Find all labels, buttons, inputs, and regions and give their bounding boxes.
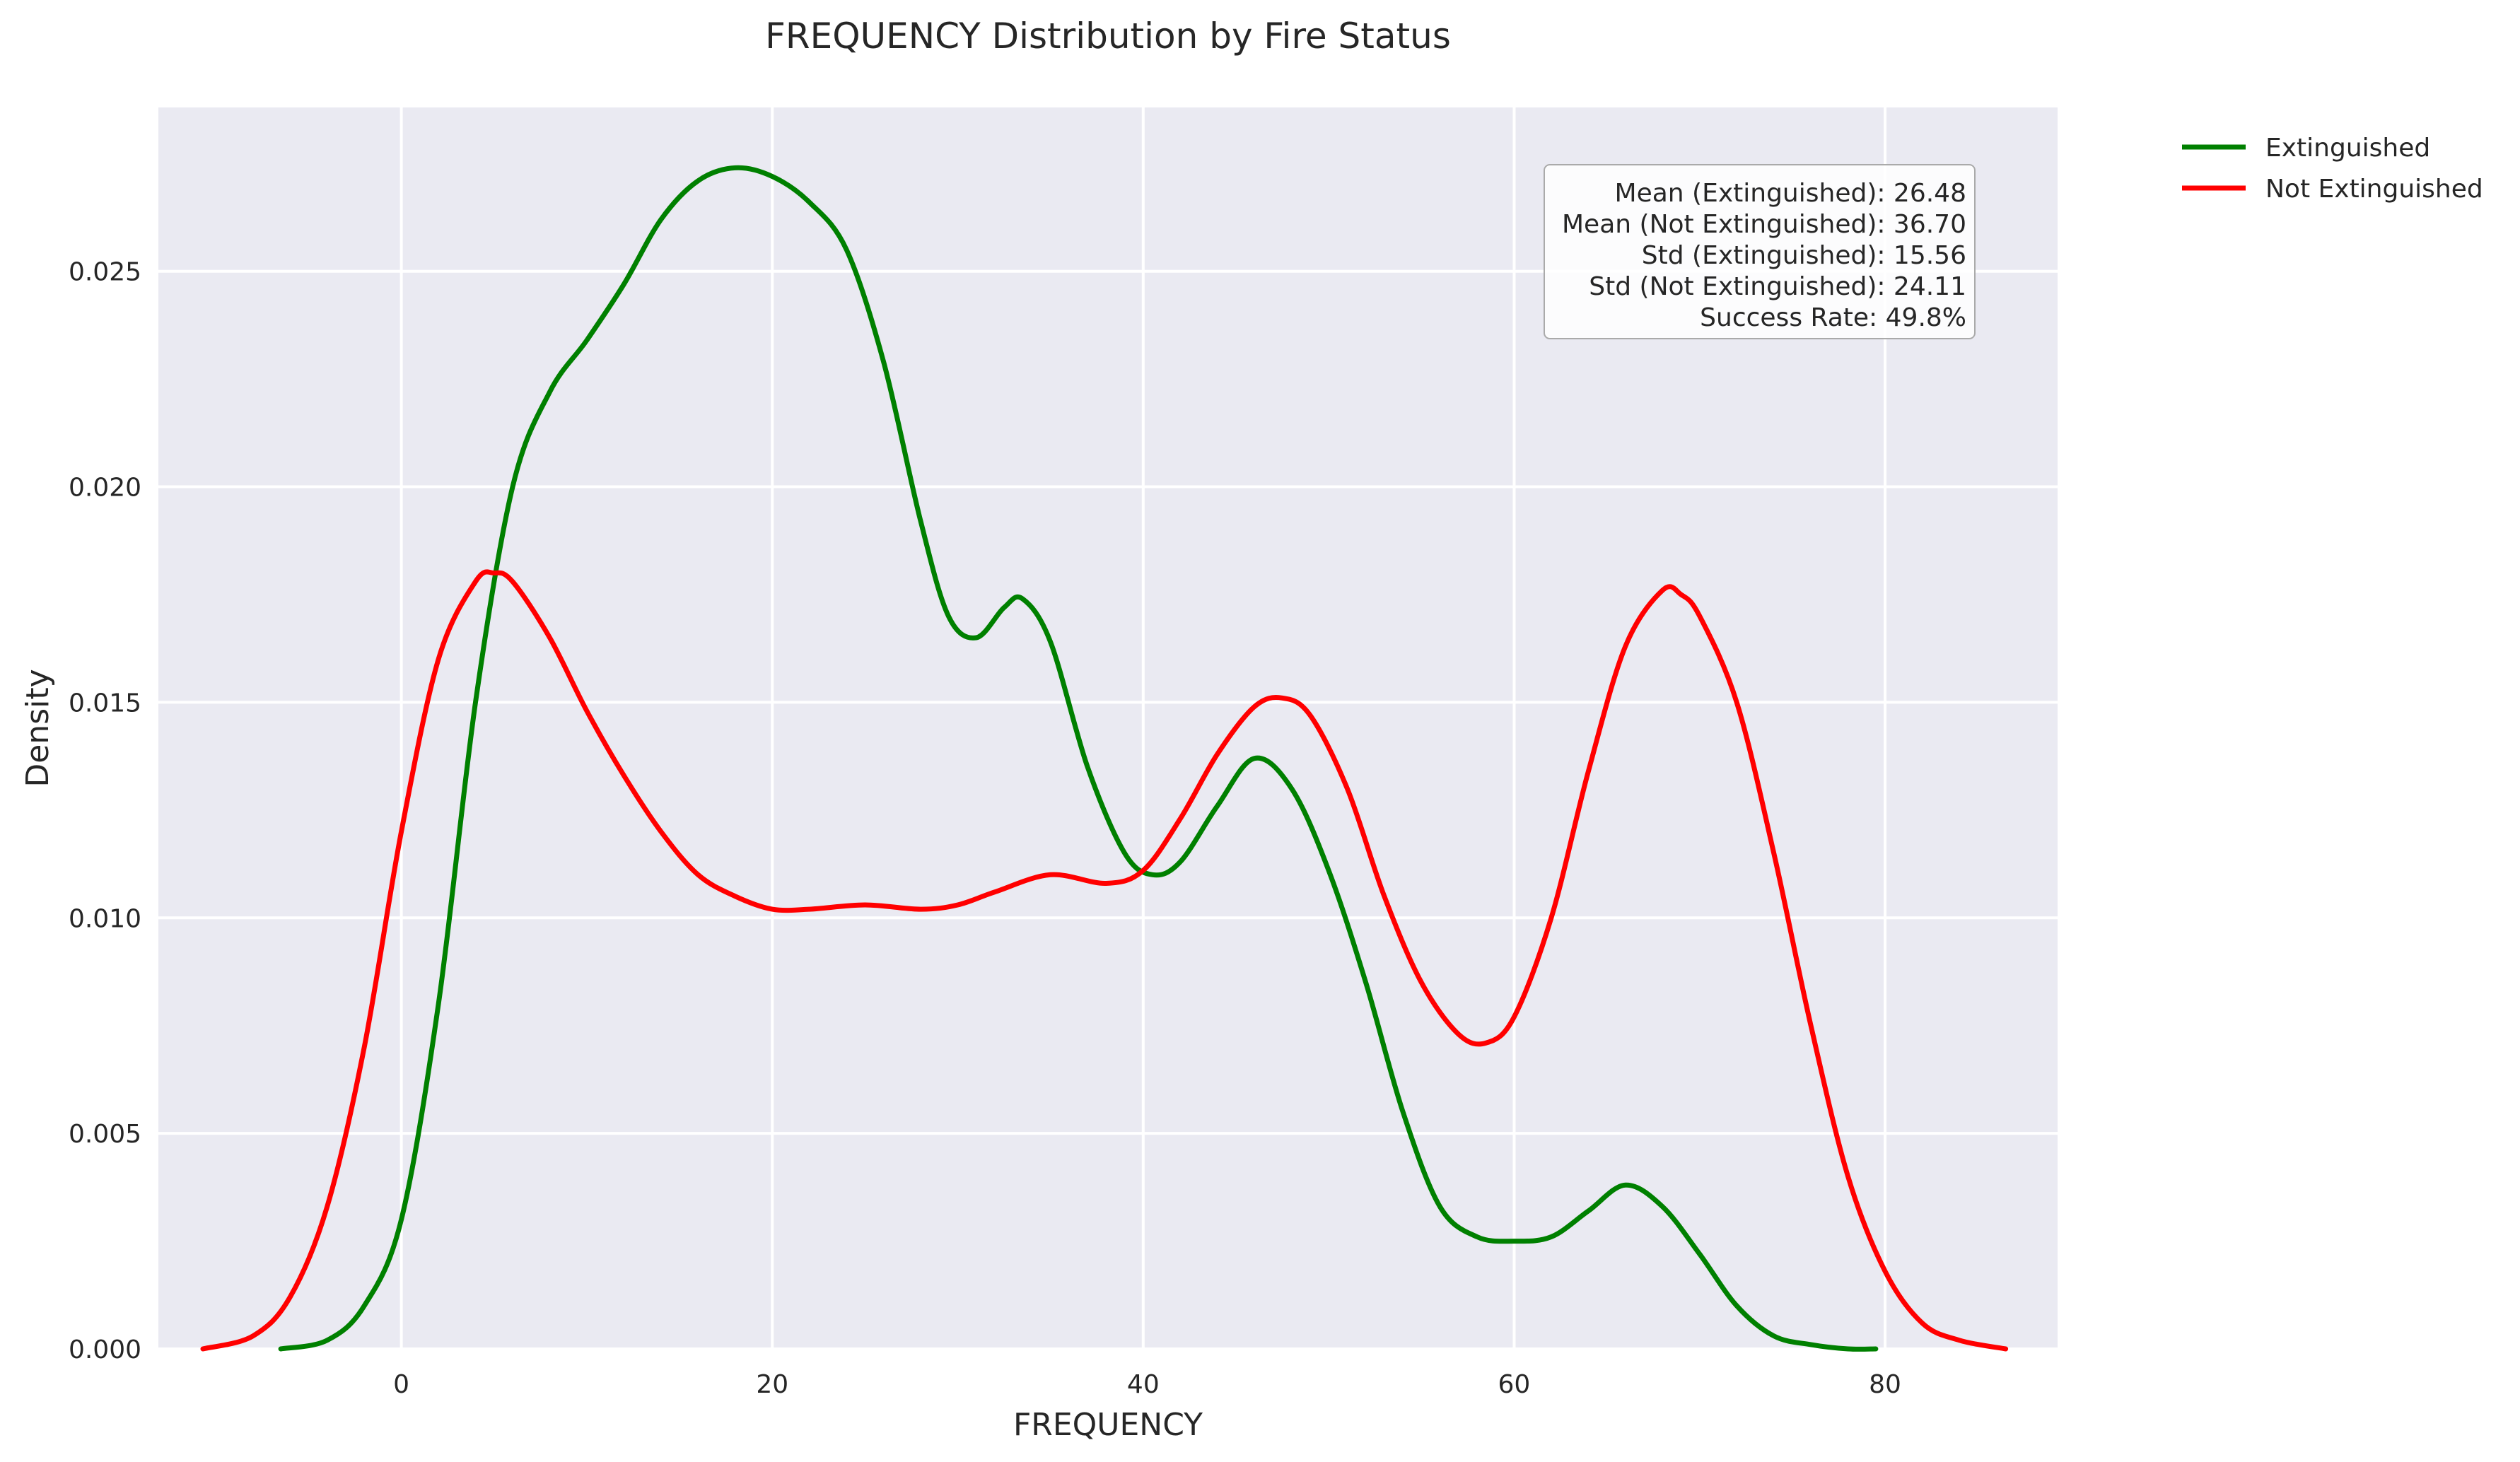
y-tick-label: 0.020 [69,474,141,503]
x-tick-label: 0 [393,1370,409,1399]
legend-label: Extinguished [2265,134,2430,163]
stats-line: Std (Extinguished): 15.56 [1642,241,1966,270]
stats-line: Success Rate: 49.8% [1700,303,1966,332]
legend: Extinguished Not Extinguished [2182,134,2483,204]
x-axis-ticks: 0 20 40 60 80 [393,1370,1901,1399]
y-tick-label: 0.025 [69,258,141,287]
stats-line: Mean (Extinguished): 26.48 [1615,179,1966,208]
chart-title: FREQUENCY Distribution by Fire Status [765,16,1451,57]
series-line-not-extinguished [200,569,2009,1352]
x-tick-label: 40 [1127,1370,1160,1399]
stats-box-frame [1544,164,1976,339]
x-tick-label: 80 [1869,1370,1901,1399]
stats-line: Std (Not Extinguished): 24.11 [1589,272,1966,301]
stats-line: Mean (Not Extinguished): 36.70 [1562,210,1966,239]
x-tick-label: 60 [1498,1370,1531,1399]
legend-label: Not Extinguished [2265,175,2483,204]
y-tick-label: 0.000 [69,1335,141,1364]
x-axis-label: FREQUENCY [1013,1407,1203,1443]
series-layer [200,165,2009,1352]
y-tick-label: 0.005 [69,1120,141,1149]
y-axis-ticks: 0.000 0.005 0.010 0.015 0.020 0.025 [69,258,141,1364]
y-tick-label: 0.015 [69,689,141,718]
x-tick-label: 20 [756,1370,788,1399]
series-line-extinguished [278,165,1879,1352]
y-tick-label: 0.010 [69,904,141,933]
y-axis-label: Density [20,669,56,787]
